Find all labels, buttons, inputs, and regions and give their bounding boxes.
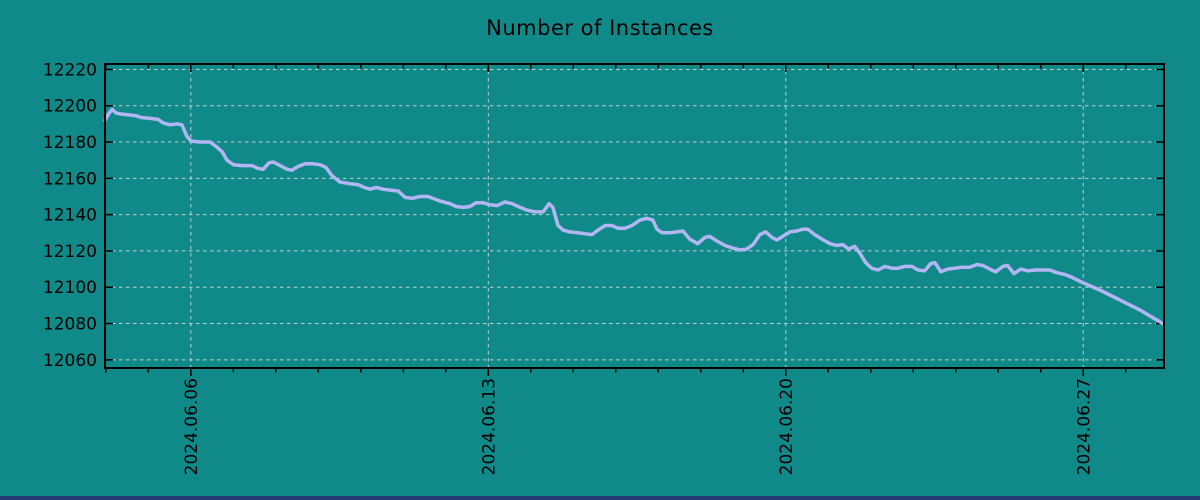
y-tick-label: 12140 bbox=[43, 206, 97, 226]
y-tick-label: 12120 bbox=[43, 242, 97, 262]
plot-border bbox=[104, 63, 1165, 369]
y-tick-label: 12160 bbox=[43, 169, 97, 189]
x-tick-label: 2024.06.27 bbox=[1074, 378, 1094, 475]
y-tick-label: 12220 bbox=[43, 60, 97, 80]
y-tick-label: 12200 bbox=[43, 97, 97, 117]
data-line-instances bbox=[103, 107, 1165, 326]
y-tick-label: 12060 bbox=[43, 351, 97, 371]
y-tick-label: 12100 bbox=[43, 278, 97, 298]
y-tick-label: 12180 bbox=[43, 133, 97, 153]
window-bottom-edge bbox=[0, 496, 1200, 500]
y-tick-label: 12080 bbox=[43, 315, 97, 335]
x-tick-label: 2024.06.06 bbox=[182, 378, 202, 475]
x-tick-label: 2024.06.13 bbox=[479, 378, 499, 475]
chart-title: Number of Instances bbox=[486, 16, 714, 40]
x-tick-label: 2024.06.20 bbox=[777, 378, 797, 475]
